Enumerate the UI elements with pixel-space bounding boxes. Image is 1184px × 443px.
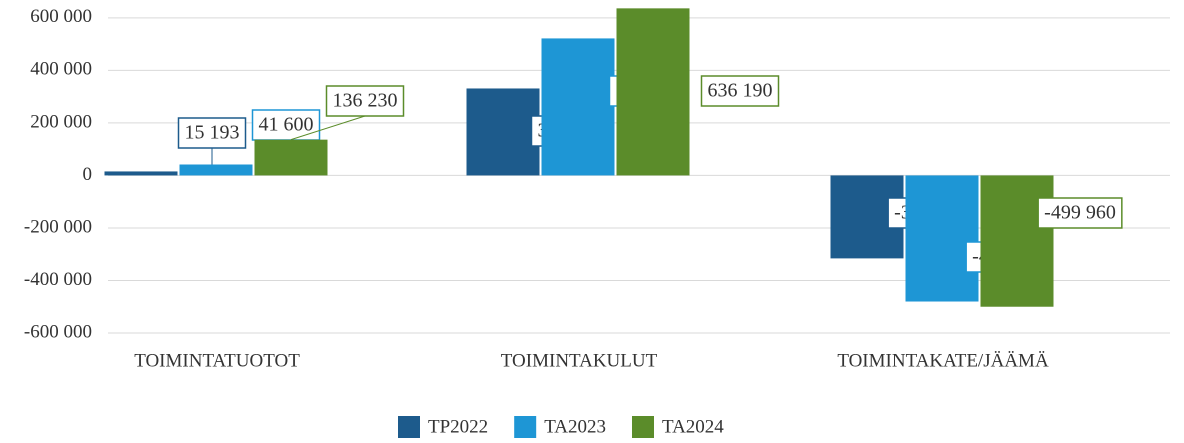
data-label-box xyxy=(325,85,405,117)
data-label-box xyxy=(177,117,247,149)
y-tick-label: 200 000 xyxy=(30,111,92,132)
legend-label: TA2024 xyxy=(662,416,724,437)
bar xyxy=(466,88,540,176)
data-label: -499 960 xyxy=(1044,202,1116,224)
legend-swatch xyxy=(632,416,654,438)
x-tick-label: TOIMINTAKULUT xyxy=(501,350,658,371)
y-tick-label: 400 000 xyxy=(30,59,92,80)
bar xyxy=(179,164,253,176)
data-label-box xyxy=(1037,197,1123,229)
legend-swatch xyxy=(398,416,420,438)
bar xyxy=(905,175,979,302)
bar xyxy=(541,38,615,176)
y-tick-label: -200 000 xyxy=(24,216,92,237)
data-label: 15 193 xyxy=(185,122,240,144)
x-tick-label: TOIMINTATUOTOT xyxy=(134,350,300,371)
legend-label: TP2022 xyxy=(428,416,488,437)
data-label: 636 190 xyxy=(708,80,773,102)
bar xyxy=(616,8,690,176)
bar xyxy=(254,139,328,176)
data-label: 136 230 xyxy=(333,90,398,112)
legend-swatch xyxy=(514,416,537,438)
y-tick-label: 0 xyxy=(83,164,93,185)
bar xyxy=(980,175,1054,307)
data-label: 41 600 xyxy=(259,114,314,136)
y-tick-label: -600 000 xyxy=(24,321,92,342)
y-tick-label: 600 000 xyxy=(30,6,92,27)
x-tick-label: TOIMINTAKATE/JÄÄMÄ xyxy=(837,350,1049,371)
legend-label: TA2023 xyxy=(544,416,606,437)
leader-line xyxy=(290,115,366,141)
bar xyxy=(104,171,178,176)
data-label-box xyxy=(700,75,780,107)
y-tick-label: -400 000 xyxy=(24,269,92,290)
